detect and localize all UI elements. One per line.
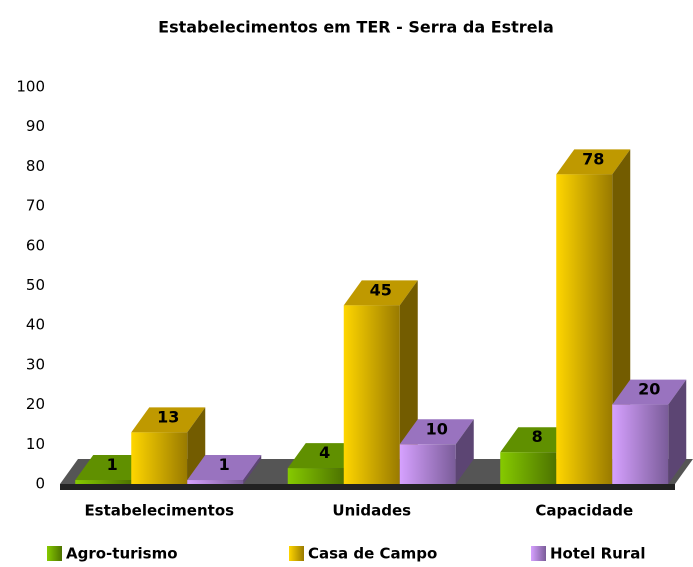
x-tick-label: Capacidade	[535, 502, 633, 520]
legend-label: Hotel Rural	[550, 545, 645, 563]
bar-top	[75, 455, 150, 481]
bar	[500, 452, 557, 484]
y-tick-label: 40	[26, 316, 45, 334]
y-tick-label: 20	[26, 395, 45, 413]
chart-title: Estabelecimentos em TER - Serra da Estre…	[158, 18, 554, 37]
y-tick-label: 80	[26, 157, 45, 175]
y-tick-label: 100	[16, 78, 45, 96]
bar	[75, 480, 132, 484]
legend-swatch	[289, 546, 304, 561]
bar	[399, 444, 456, 484]
bar-side	[243, 455, 262, 484]
bar-side	[668, 379, 687, 484]
y-tick-label: 0	[35, 475, 45, 493]
x-tick-label: Unidades	[332, 502, 411, 520]
bar-top	[287, 443, 362, 469]
legend-swatch	[531, 546, 546, 561]
y-tick-label: 30	[26, 355, 45, 373]
legend-swatch	[47, 546, 62, 561]
data-label: 45	[370, 280, 392, 299]
bar-top	[187, 455, 262, 481]
bar	[287, 468, 344, 484]
bar-top	[612, 379, 687, 405]
data-label: 1	[107, 455, 118, 474]
bar-top	[343, 280, 418, 306]
bar	[612, 404, 669, 484]
legend-label: Agro-turismo	[66, 545, 178, 563]
y-tick-label: 10	[26, 435, 45, 453]
bar	[131, 432, 188, 484]
data-label: 10	[426, 419, 448, 438]
floor-edge	[60, 484, 675, 490]
y-tick-label: 90	[26, 117, 45, 135]
data-label: 1	[219, 455, 230, 474]
y-tick-label: 60	[26, 236, 45, 254]
bar-top	[500, 427, 575, 453]
bar	[187, 480, 244, 484]
data-label: 4	[319, 443, 330, 462]
data-label: 78	[582, 149, 604, 168]
y-tick-label: 70	[26, 197, 45, 215]
bar	[556, 174, 613, 484]
data-label: 20	[638, 380, 660, 399]
bar-top	[399, 419, 474, 445]
legend-label: Casa de Campo	[308, 545, 437, 563]
data-label: 13	[157, 407, 179, 426]
y-tick-label: 50	[26, 276, 45, 294]
bar-side	[455, 419, 474, 484]
x-tick-label: Estabelecimentos	[84, 502, 234, 520]
bar-top	[556, 149, 631, 175]
bar-top	[131, 407, 206, 433]
bar	[343, 305, 400, 484]
data-label: 8	[532, 427, 543, 446]
